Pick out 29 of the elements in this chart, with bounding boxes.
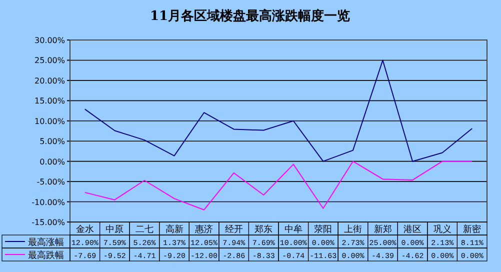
x-tick-label: 上街 bbox=[344, 224, 362, 235]
line-series bbox=[84, 160, 473, 210]
y-tick-label: 0.00% bbox=[40, 157, 66, 166]
y-tick-label: -5.00% bbox=[36, 178, 66, 187]
y-tick-label: -10.00% bbox=[32, 198, 66, 207]
x-tick-label: 巩义 bbox=[433, 224, 452, 235]
y-tick-label: 25.00% bbox=[34, 56, 66, 66]
x-tick-label: 港区 bbox=[404, 224, 422, 235]
x-tick-label: 金水 bbox=[76, 224, 94, 235]
x-tick-label: 二七 bbox=[135, 224, 154, 235]
x-tick-label: 荥阳 bbox=[314, 224, 332, 235]
x-tick-label: 郑东 bbox=[254, 224, 273, 235]
y-tick-label: 15.00% bbox=[34, 96, 66, 106]
x-tick-label: 新郑 bbox=[374, 224, 392, 235]
x-tick-label: 高新 bbox=[165, 224, 184, 235]
x-tick-label: 经开 bbox=[224, 224, 243, 235]
chart-title: 11月各区域楼盘最高涨跌幅度一览 bbox=[150, 8, 350, 24]
line-series bbox=[84, 60, 473, 162]
legend-label: 最高跌幅 bbox=[28, 250, 64, 261]
y-tick-label: 30.00% bbox=[34, 36, 66, 45]
x-tick-label: 惠济 bbox=[194, 224, 214, 235]
y-tick-label: 20.00% bbox=[34, 76, 66, 86]
y-tick-label: 5.00% bbox=[40, 137, 66, 146]
y-tick-label: 10.00% bbox=[34, 116, 66, 126]
x-tick-label: 中原 bbox=[106, 224, 124, 235]
y-tick-label: -15.00% bbox=[32, 218, 66, 227]
legend-label: 最高涨幅 bbox=[28, 237, 64, 248]
x-tick-label: 新密 bbox=[463, 224, 482, 235]
x-tick-label: 中牟 bbox=[284, 224, 302, 235]
